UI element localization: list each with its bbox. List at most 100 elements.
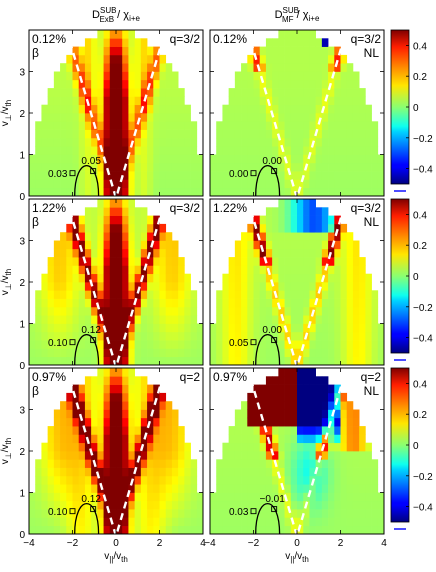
heatmap-cell: [165, 509, 173, 518]
heatmap-cell: [377, 323, 385, 333]
heatmap-cell: [234, 96, 242, 106]
heatmap-cell: [97, 290, 104, 299]
heatmap-cell: [346, 356, 354, 366]
heatmap-cell: [315, 162, 323, 172]
panel-mf-row1: [209, 29, 385, 203]
heatmap-cell: [290, 146, 298, 155]
heatmap-cell: [328, 137, 335, 147]
heatmap-cell: [253, 171, 261, 180]
heatmap-cell: [53, 104, 61, 114]
heatmap-cell: [321, 79, 329, 89]
heatmap-cell: [216, 179, 223, 189]
heatmap-cell: [153, 348, 160, 358]
heatmap-cell: [321, 290, 329, 299]
heatmap-cell: [259, 401, 267, 410]
heatmap-cell: [303, 525, 310, 535]
heatmap-cell: [196, 171, 204, 180]
heatmap-cell: [309, 187, 316, 197]
heatmap-cell: [109, 265, 117, 275]
heatmap-cell: [222, 323, 229, 333]
heatmap-cell: [91, 356, 98, 366]
heatmap-cell: [116, 434, 123, 444]
heatmap-cell: [134, 154, 142, 164]
heatmap-cell: [60, 162, 67, 172]
heatmap-cell: [60, 179, 67, 189]
heatmap-cell: [134, 331, 142, 341]
heatmap-cell: [228, 146, 236, 155]
heatmap-cell: [103, 223, 111, 233]
heatmap-cell: [234, 113, 242, 122]
heatmap-cell: [234, 104, 242, 114]
heatmap-cell: [340, 459, 348, 468]
heatmap-cell: [272, 207, 279, 216]
heatmap-cell: [303, 315, 310, 324]
heatmap-cell: [78, 509, 86, 518]
heatmap-cell: [140, 88, 148, 97]
heatmap-cell: [190, 298, 198, 308]
heatmap-cell: [116, 187, 123, 197]
x-tick-label: −4: [23, 538, 35, 549]
heatmap-cell: [234, 517, 242, 527]
heatmap-cell: [91, 162, 98, 172]
heatmap-cell: [140, 500, 148, 510]
heatmap-cell: [109, 257, 117, 266]
heatmap-cell: [297, 223, 304, 233]
heatmap-cell: [278, 467, 285, 477]
heatmap-cell: [66, 331, 73, 341]
heatmap-cell: [109, 417, 117, 427]
heatmap-cell: [41, 500, 48, 510]
heatmap-cell: [303, 179, 310, 189]
heatmap-cell: [272, 137, 279, 147]
heatmap-cell: [103, 273, 111, 283]
heatmap-cell: [184, 459, 191, 468]
heatmap-cell: [109, 104, 117, 114]
heatmap-cell: [241, 306, 248, 316]
heatmap-cell: [35, 467, 42, 477]
heatmap-cell: [134, 442, 142, 452]
heatmap-cell: [134, 434, 142, 444]
heatmap-cell: [41, 162, 48, 172]
heatmap-cell: [259, 484, 267, 493]
heatmap-cell: [272, 179, 279, 189]
heatmap-cell: [159, 129, 167, 139]
heatmap-cell: [303, 401, 310, 410]
heatmap-cell: [328, 113, 335, 122]
heatmap-cell: [352, 356, 360, 366]
heatmap-cell: [365, 154, 372, 164]
heatmap-cell: [47, 113, 55, 122]
heatmap-cell: [97, 392, 104, 402]
heatmap-cell: [371, 323, 379, 333]
heatmap-cell: [128, 384, 135, 394]
heatmap-cell: [116, 484, 123, 493]
heatmap-cell: [134, 492, 142, 502]
heatmap-cell: [309, 417, 316, 427]
heatmap-cell: [84, 137, 92, 147]
heatmap-cell: [72, 331, 80, 341]
heatmap-cell: [359, 96, 366, 106]
heatmap-cell: [328, 129, 335, 139]
heatmap-cell: [234, 340, 242, 349]
heatmap-cell: [134, 392, 142, 402]
heatmap-cell: [297, 401, 304, 410]
heatmap-cell: [66, 113, 73, 122]
heatmap-cell: [140, 121, 148, 130]
heatmap-cell: [228, 137, 236, 147]
heatmap-cell: [140, 484, 148, 493]
y-axis-label: v⊥/vth: [0, 438, 13, 464]
heatmap-cell: [184, 500, 191, 510]
heatmap-cell: [234, 121, 242, 130]
heatmap-cell: [334, 240, 341, 250]
heatmap-cell: [53, 171, 61, 180]
heatmap-cell: [309, 384, 316, 394]
heatmap-cell: [234, 484, 242, 493]
heatmap-cell: [303, 384, 310, 394]
heatmap-cell: [190, 315, 198, 324]
heatmap-cell: [122, 348, 129, 358]
heatmap-cell: [222, 273, 229, 283]
heatmap-cell: [159, 323, 167, 333]
panel-mf-row2: [209, 198, 385, 372]
heatmap-cell: [103, 290, 111, 299]
heatmap-cell: [346, 409, 354, 419]
heatmap-cell: [253, 331, 261, 341]
heatmap-cell: [153, 306, 160, 316]
